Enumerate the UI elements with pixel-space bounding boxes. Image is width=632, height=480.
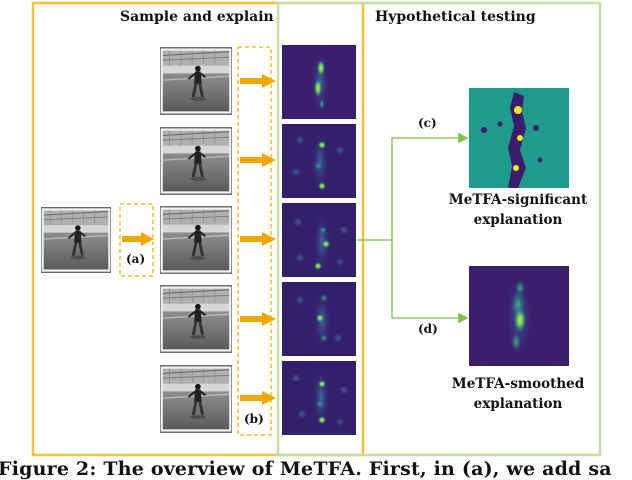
sample-explain-title: Sample and explain <box>120 9 274 25</box>
input-image <box>41 206 111 274</box>
smoothed-label-line2: explanation <box>473 396 563 412</box>
sampled-images <box>160 47 232 434</box>
explain-arrow-3 <box>240 232 276 246</box>
sample-image-2 <box>160 127 232 195</box>
explain-arrow-1 <box>240 74 276 88</box>
heatmap-3 <box>282 203 356 277</box>
smoothed-explanation-label: MeTFA-smoothed explanation <box>438 374 598 414</box>
sample-explain-frame <box>31 1 365 457</box>
figure-caption: Figure 2: The overview of MeTFA. First, … <box>0 458 612 480</box>
sample-image-5 <box>160 364 232 434</box>
step-a-box <box>119 203 154 277</box>
testing-arrows <box>357 132 469 324</box>
heatmap-5 <box>282 361 356 435</box>
smoothed-explanation-map <box>469 266 569 366</box>
explain-arrow-4 <box>240 312 276 326</box>
heatmap-2 <box>282 124 356 198</box>
step-b-label: (b) <box>244 412 264 426</box>
sample-image-1 <box>160 47 232 115</box>
step-c-label: (c) <box>418 116 437 130</box>
sample-image-4 <box>160 285 232 353</box>
sample-image-3 <box>160 206 232 274</box>
smoothed-label-line1: MeTFA-smoothed <box>451 376 585 392</box>
significant-explanation-map <box>469 88 569 188</box>
explain-arrow-2 <box>240 153 276 167</box>
step-a-arrow <box>122 232 154 246</box>
explanation-heatmaps <box>282 45 356 435</box>
hypothetical-testing-title: Hypothetical testing <box>375 9 536 25</box>
heatmap-4 <box>282 282 356 356</box>
step-d-label: (d) <box>418 322 438 336</box>
explain-arrows <box>240 74 276 405</box>
step-a-label: (a) <box>126 252 146 266</box>
hypothetical-testing-frame <box>276 1 602 457</box>
explain-arrow-5 <box>240 391 276 405</box>
significant-label-line1: MeTFA-significant <box>448 192 588 208</box>
significant-label-line2: explanation <box>473 212 563 228</box>
heatmap-1 <box>282 45 356 119</box>
significant-explanation-label: MeTFA-significant explanation <box>438 190 598 230</box>
